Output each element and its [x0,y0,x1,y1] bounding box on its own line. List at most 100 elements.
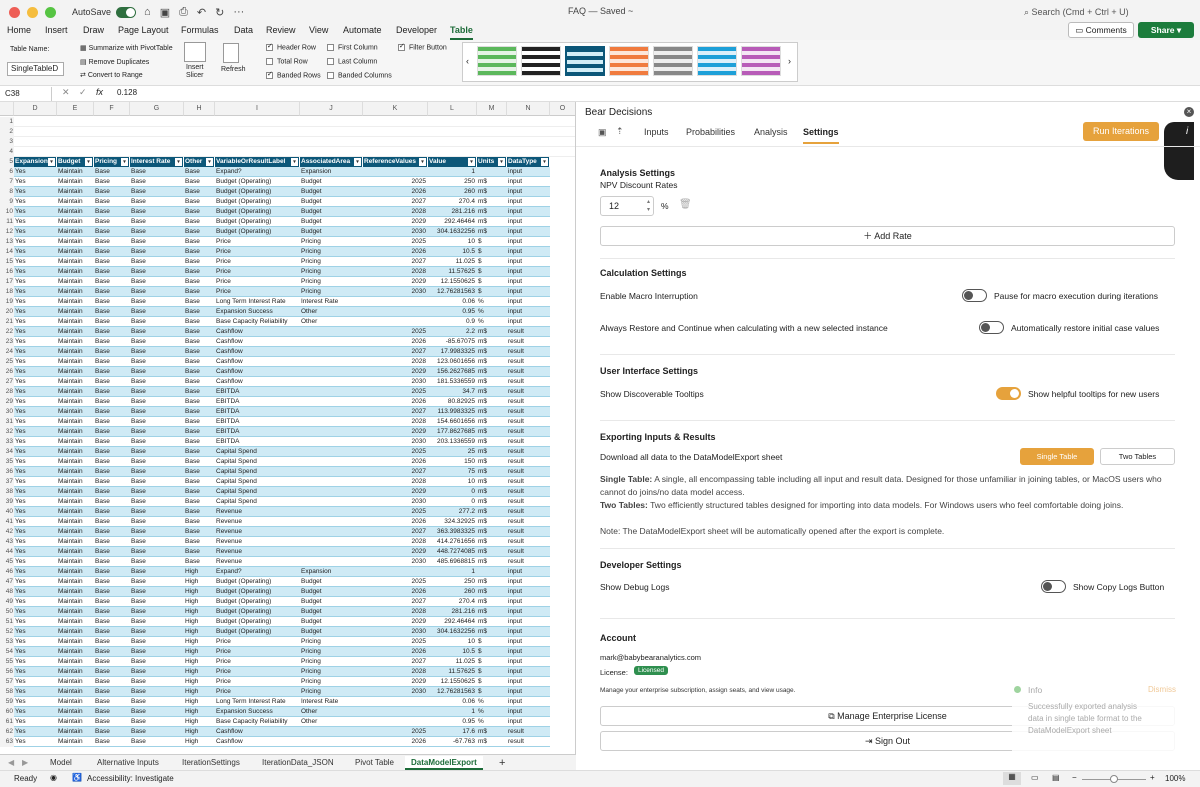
table-cell[interactable]: Pricing [301,688,321,695]
table-cell[interactable]: 2025 [411,238,426,245]
table-cell[interactable]: Base [95,198,110,205]
row-header[interactable]: 49 [0,597,14,607]
row-header[interactable]: 50 [0,607,14,617]
table-cell[interactable]: 2026 [411,588,426,595]
row-header[interactable]: 52 [0,627,14,637]
table-cell[interactable]: Base [95,358,110,365]
sheet-tab-iteration-data-json[interactable]: IterationData_JSON [262,758,334,767]
table-cell[interactable]: m$ [478,558,488,565]
table-cell[interactable]: m$ [478,738,488,745]
table-cell[interactable]: Base [95,468,110,475]
table-cell[interactable]: High [185,658,199,665]
table-cell[interactable]: Base [95,428,110,435]
table-cell[interactable]: m$ [478,518,488,525]
table-cell[interactable]: Budget [301,188,322,195]
table-cell[interactable]: Base [95,248,110,255]
table-cell[interactable]: Base [185,238,200,245]
table-cell[interactable]: Base [95,258,110,265]
table-cell[interactable] [300,447,362,457]
table-cell[interactable]: EBITDA [216,418,240,425]
table-cell[interactable]: Base [131,298,146,305]
row-header[interactable]: 4 [0,147,14,157]
table-cell[interactable] [300,427,362,437]
table-header-cell[interactable]: VariableOrResultLabel ▾ [215,157,299,167]
table-cell[interactable]: 2025 [411,578,426,585]
table-cell[interactable]: Yes [15,298,26,305]
table-cell[interactable]: Expansion [301,568,332,575]
table-cell[interactable]: Yes [15,688,26,695]
table-cell[interactable]: Yes [15,288,26,295]
table-cell[interactable]: 11.025 [455,658,475,665]
table-cell[interactable]: 2026 [411,338,426,345]
table-cell[interactable]: Base [131,668,146,675]
table-cell[interactable]: Other [301,308,318,315]
table-cell[interactable]: Base [131,658,146,665]
table-cell[interactable]: input [508,648,523,655]
table-cell[interactable]: High [185,668,199,675]
table-cell[interactable]: Base [131,568,146,575]
row-header[interactable]: 28 [0,387,14,397]
column-header-e[interactable]: E [57,102,94,116]
table-cell[interactable]: result [508,538,524,545]
table-cell[interactable]: input [508,298,523,305]
table-cell[interactable] [300,437,362,447]
table-cell[interactable]: Base [95,218,110,225]
table-cell[interactable]: Yes [15,268,26,275]
table-cell[interactable]: Base [95,328,110,335]
table-cell[interactable]: Maintain [58,488,83,495]
banded-columns-checkbox[interactable]: Banded Columns [327,72,392,79]
row-header[interactable]: 31 [0,417,14,427]
table-cell[interactable]: Yes [15,358,26,365]
table-cell[interactable]: Base [131,218,146,225]
table-cell[interactable]: Pricing [301,238,321,245]
table-cell[interactable] [300,477,362,487]
table-cell[interactable]: Base [131,368,146,375]
table-cell[interactable]: Yes [15,168,26,175]
table-cell[interactable]: Yes [15,648,26,655]
table-cell[interactable]: Base [131,308,146,315]
row-header[interactable]: 61 [0,717,14,727]
table-cell[interactable]: 0.06 [462,698,475,705]
table-cell[interactable]: Base [95,318,110,325]
table-cell[interactable] [300,527,362,537]
table-cell[interactable]: Maintain [58,168,83,175]
table-cell[interactable]: Budget (Operating) [216,578,272,585]
insert-slicer-label-2[interactable]: Slicer [186,72,204,79]
table-cell[interactable]: Budget [301,598,322,605]
table-cell[interactable]: Budget (Operating) [216,598,272,605]
table-cell[interactable]: Base [185,508,200,515]
table-cell[interactable]: Maintain [58,188,83,195]
table-cell[interactable]: Base [95,368,110,375]
table-cell[interactable]: Base [95,578,110,585]
table-cell[interactable]: Base [185,498,200,505]
table-cell[interactable]: High [185,588,199,595]
table-cell[interactable]: % [478,308,484,315]
table-cell[interactable]: 414.2761656 [437,538,475,545]
table-style-green[interactable] [477,46,517,76]
table-cell[interactable]: result [508,548,524,555]
table-cell[interactable]: Base [131,728,146,735]
table-cell[interactable]: Base [95,448,110,455]
table-cell[interactable]: Yes [15,228,26,235]
table-cell[interactable]: result [508,328,524,335]
table-cell[interactable]: Cashflow [216,338,243,345]
table-cell[interactable]: input [508,618,523,625]
table-cell[interactable]: Budget (Operating) [216,208,272,215]
table-cell[interactable]: Yes [15,258,26,265]
table-cell[interactable]: Base [95,588,110,595]
table-cell[interactable]: Base [95,268,110,275]
row-header[interactable]: 40 [0,507,14,517]
row-header[interactable]: 38 [0,487,14,497]
table-cell[interactable]: input [508,598,523,605]
summarize-pivot-button[interactable]: ▦ Summarize with PivotTable [80,45,173,52]
table-cell[interactable]: result [508,358,524,365]
table-cell[interactable]: Yes [15,378,26,385]
table-cell[interactable]: Maintain [58,498,83,505]
table-cell[interactable]: 2028 [411,268,426,275]
column-header-l[interactable]: L [428,102,477,116]
dismiss-button[interactable]: Dismiss [1148,685,1176,694]
formula-input[interactable]: 0.128 [117,88,138,97]
table-cell[interactable]: Base [185,168,200,175]
table-cell[interactable]: Long Term Interest Rate [216,298,286,305]
table-cell[interactable]: Price [216,638,231,645]
